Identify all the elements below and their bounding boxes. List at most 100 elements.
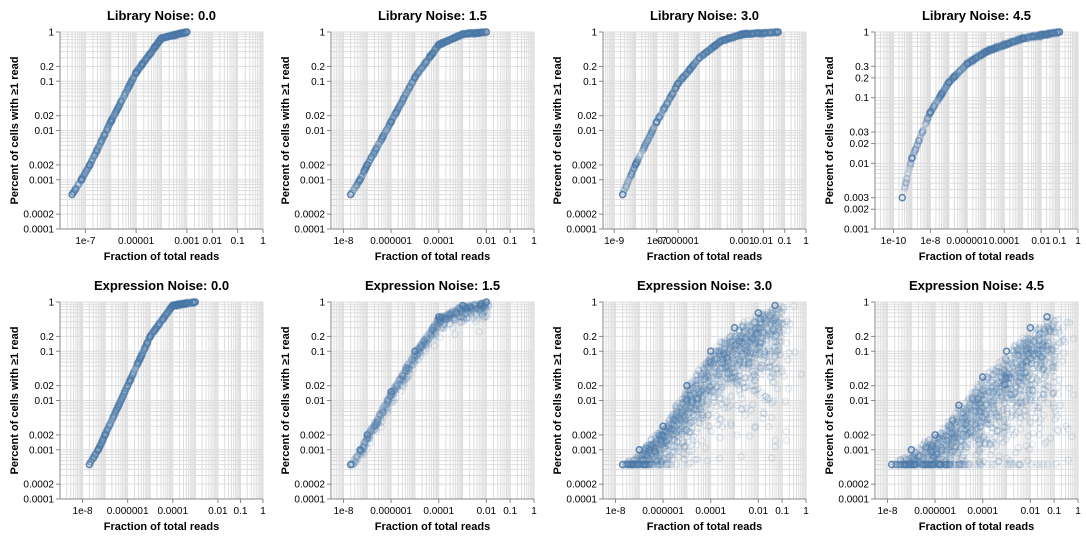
- y-tick-label: 0.0002: [294, 210, 325, 221]
- x-tick-label: 0.1: [233, 506, 247, 517]
- y-axis-label: Percent of cells with ≥1 read: [280, 57, 292, 205]
- y-tick-label: 1: [591, 28, 597, 39]
- x-tick-label: 0.0001: [157, 506, 188, 517]
- y-tick-label: 0.002: [572, 160, 597, 171]
- chart-title: Library Noise: 1.5: [378, 8, 487, 23]
- chart-title: Expression Noise: 0.0: [94, 278, 229, 293]
- x-tick-label: 0.1: [231, 236, 245, 247]
- x-tick-label: 0.1: [503, 506, 517, 517]
- x-tick-label: 0.0001: [989, 236, 1020, 247]
- grid: [603, 32, 806, 229]
- y-tick-label: 0.001: [300, 175, 325, 186]
- y-tick-label: 0.1: [40, 347, 54, 358]
- y-tick-label: 1: [319, 28, 325, 39]
- y-tick-label: 0.001: [29, 445, 54, 456]
- x-axis-label: Fraction of total reads: [104, 521, 220, 533]
- y-tick-label: 0.01: [35, 396, 55, 407]
- y-tick-label: 0.02: [35, 381, 55, 392]
- y-tick-label: 0.02: [850, 139, 870, 150]
- y-tick-label: 1: [863, 28, 869, 39]
- y-axis-label: Percent of cells with ≥1 read: [9, 327, 21, 475]
- x-tick-label: 0.01: [203, 236, 223, 247]
- x-tick-label: 0.001: [730, 236, 755, 247]
- chart-title: Library Noise: 3.0: [650, 8, 759, 23]
- x-tick-label: 1e-10: [881, 236, 907, 247]
- y-tick-label: 0.0001: [294, 495, 325, 506]
- y-tick-label: 0.0001: [294, 225, 325, 236]
- chart-title: Library Noise: 0.0: [107, 8, 216, 23]
- x-tick-label: 1e-9: [604, 236, 624, 247]
- chart-title: Library Noise: 4.5: [922, 8, 1031, 23]
- x-tick-label: 0.1: [503, 236, 517, 247]
- x-tick-label: 0.0001: [423, 506, 454, 517]
- x-tick-label: 1: [260, 506, 266, 517]
- y-tick-label: 0.02: [35, 111, 55, 122]
- x-tick-label: 0.000001: [946, 236, 988, 247]
- scatter-points: [69, 29, 190, 198]
- x-tick-label: 1e-8: [920, 236, 940, 247]
- x-tick-label: 0.0001: [423, 236, 454, 247]
- y-tick-label: 0.002: [300, 160, 325, 171]
- y-tick-label: 0.2: [40, 62, 54, 73]
- y-tick-label: 0.03: [850, 128, 870, 139]
- y-tick-label: 0.003: [844, 193, 869, 204]
- y-axis-label: Percent of cells with ≥1 read: [9, 57, 21, 205]
- x-tick-label: 0.01: [754, 236, 774, 247]
- y-tick-label: 0.3: [855, 62, 869, 73]
- y-tick-label: 1: [319, 298, 325, 309]
- y-tick-label: 0.2: [311, 62, 325, 73]
- y-tick-label: 0.01: [306, 396, 326, 407]
- x-tick-label: 0.00001: [118, 236, 155, 247]
- x-axis-label: Fraction of total reads: [919, 251, 1035, 263]
- y-tick-label: 1: [48, 298, 54, 309]
- y-axis-label: Percent of cells with ≥1 read: [824, 57, 836, 205]
- y-tick-label: 0.001: [572, 175, 597, 186]
- y-tick-label: 0.001: [29, 175, 54, 186]
- x-tick-label: 0.01: [208, 506, 228, 517]
- x-axis-label: Fraction of total reads: [104, 251, 220, 263]
- x-tick-label: 0.1: [778, 236, 792, 247]
- x-tick-label: 1: [803, 236, 809, 247]
- y-tick-label: 0.1: [855, 93, 869, 104]
- x-tick-label: 1: [531, 236, 537, 247]
- x-axis-label: Fraction of total reads: [647, 251, 763, 263]
- y-tick-label: 0.0002: [294, 480, 325, 491]
- y-tick-label: 0.2: [311, 332, 325, 343]
- x-tick-label: 1: [260, 236, 266, 247]
- y-tick-label: 0.001: [300, 445, 325, 456]
- x-tick-label: 0.01: [477, 236, 497, 247]
- x-tick-label: 1e-7: [75, 236, 95, 247]
- y-tick-label: 0.02: [306, 381, 326, 392]
- y-tick-label: 0.0001: [23, 225, 54, 236]
- y-tick-label: 1: [48, 28, 54, 39]
- x-tick-label: 0.000001: [657, 236, 699, 247]
- grid: [60, 302, 263, 499]
- y-tick-label: 0.2: [855, 73, 869, 84]
- y-tick-label: 0.002: [300, 430, 325, 441]
- x-tick-label: 1e-8: [73, 506, 93, 517]
- x-axis-label: Fraction of total reads: [375, 251, 491, 263]
- y-tick-label: 0.1: [583, 77, 597, 88]
- chart-panel-1: Library Noise: 0.0 1e-7 0.00001 0.001 0.01 0.…: [9, 8, 266, 263]
- y-tick-label: 0.2: [40, 332, 54, 343]
- y-tick-label: 0.0002: [23, 480, 54, 491]
- grid: [60, 32, 263, 229]
- y-tick-label: 0.02: [306, 111, 326, 122]
- y-tick-label: 0.01: [578, 126, 598, 137]
- chart-title: Expression Noise: 1.5: [365, 278, 500, 293]
- y-tick-label: 0.002: [29, 430, 54, 441]
- y-tick-label: 0.0002: [23, 210, 54, 221]
- y-tick-label: 0.0001: [566, 225, 597, 236]
- y-tick-label: 0.01: [35, 126, 55, 137]
- y-tick-label: 0.1: [40, 77, 54, 88]
- x-tick-label: 1e-8: [333, 506, 353, 517]
- grid: [331, 32, 534, 229]
- y-tick-label: 0.1: [311, 347, 325, 358]
- y-axis-label: Percent of cells with ≥1 read: [280, 327, 292, 475]
- x-tick-label: 0.01: [477, 506, 497, 517]
